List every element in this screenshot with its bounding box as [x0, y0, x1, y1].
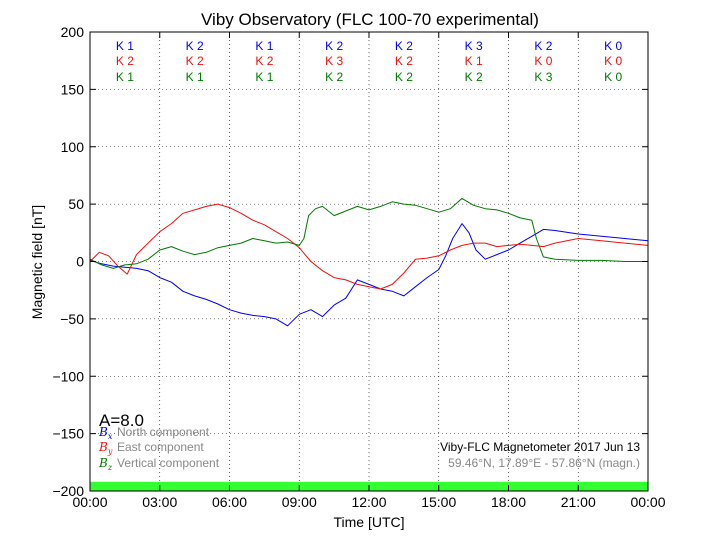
x-tick-label: 09:00 — [282, 494, 317, 510]
k-index-vertical: K 3 — [534, 70, 552, 84]
grid-lines — [90, 32, 648, 491]
k-index-north: K 2 — [534, 39, 552, 53]
k-index-east: K 2 — [395, 54, 413, 68]
legend-symbol-vertical: Bz — [98, 456, 113, 472]
series-line-vertical — [89, 197, 648, 269]
x-tick-label: 21:00 — [561, 494, 596, 510]
k-index-east: K 3 — [325, 54, 343, 68]
y-axis-label: Magnetic field [nT] — [29, 205, 45, 319]
y-tick-label: 200 — [61, 24, 85, 40]
y-tick-label: 0 — [76, 254, 84, 270]
x-axis-label: Time [UTC] — [333, 514, 404, 530]
magnetometer-annotation-line1: Viby-FLC Magnetometer 2017 Jun 13 — [440, 440, 640, 454]
k-index-east: K 0 — [604, 54, 622, 68]
series-lines — [89, 197, 649, 327]
k-index-vertical: K 2 — [465, 70, 483, 84]
legend-label-north: North component — [117, 425, 210, 439]
k-index-north: K 2 — [325, 39, 343, 53]
magnetometer-annotation-line2: 59.46°N, 17.89°E - 57.86°N (magn.) — [448, 456, 640, 470]
legend-symbol-east: By — [98, 440, 113, 456]
y-tick-label: −200 — [52, 483, 84, 499]
legend: Bx North component By East component Bz … — [98, 425, 220, 472]
k-index-vertical: K 2 — [395, 70, 413, 84]
legend-label-vertical: Vertical component — [117, 456, 220, 470]
x-tick-label: 03:00 — [142, 494, 177, 510]
y-tick-label: 150 — [61, 81, 85, 97]
k-index-east: K 2 — [186, 54, 204, 68]
x-tick-label: 12:00 — [351, 494, 386, 510]
k-index-east: K 2 — [116, 54, 134, 68]
k-index-east: K 1 — [465, 54, 483, 68]
x-tick-label: 18:00 — [491, 494, 526, 510]
x-tick-label: 00:00 — [72, 494, 107, 510]
k-index-east: K 2 — [255, 54, 273, 68]
series-line-north — [89, 223, 649, 327]
k-index-vertical: K 1 — [255, 70, 273, 84]
k-index-north: K 1 — [116, 39, 134, 53]
y-tick-label: −150 — [52, 426, 84, 442]
legend-symbol-north: Bx — [98, 425, 113, 441]
y-tick-label: −50 — [60, 311, 84, 327]
k-index-north: K 3 — [465, 39, 483, 53]
legend-label-east: East component — [117, 440, 204, 454]
axis-ticks: 00:00 03:00 06:00 09:00 12:00 15:00 18:00 21:00… — [52, 24, 665, 510]
k-index-north: K 1 — [255, 39, 273, 53]
y-tick-label: 50 — [68, 196, 84, 212]
k-index-north: K 0 — [604, 39, 622, 53]
k-index-vertical: K 2 — [325, 70, 343, 84]
x-tick-label: 00:00 — [630, 494, 665, 510]
k-index-vertical: K 1 — [186, 70, 204, 84]
x-tick-label: 06:00 — [212, 494, 247, 510]
k-index-east: K 0 — [534, 54, 552, 68]
a-index: A=8.0 — [99, 411, 144, 430]
series-line-east — [89, 203, 649, 290]
x-tick-label: 15:00 — [421, 494, 456, 510]
y-tick-label: 100 — [61, 139, 85, 155]
chart-title: Viby Observatory (FLC 100-70 experimenta… — [201, 10, 539, 29]
k-index-north: K 2 — [186, 39, 204, 53]
k-index-north: K 2 — [395, 39, 413, 53]
k-index-vertical: K 0 — [604, 70, 622, 84]
y-tick-label: −100 — [52, 368, 84, 384]
k-index-vertical: K 1 — [116, 70, 134, 84]
